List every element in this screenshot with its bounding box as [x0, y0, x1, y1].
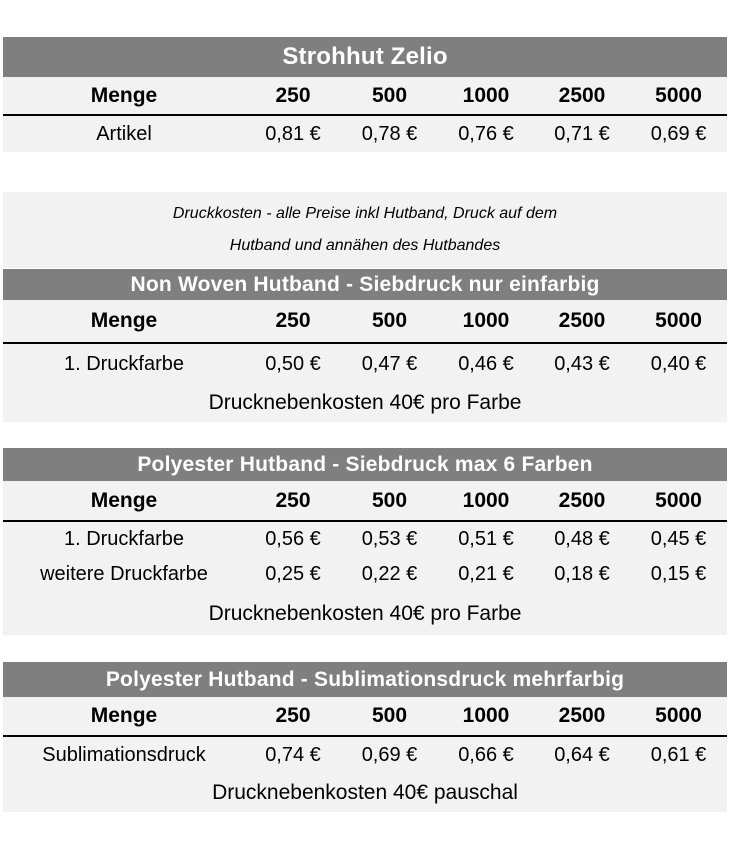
price-cell: 0,45 €: [630, 521, 728, 557]
quantity-header-cell: 250: [245, 77, 341, 116]
quantity-header-cell: 1000: [438, 481, 534, 522]
quantity-label-cell: Menge: [3, 77, 245, 116]
quantity-header-cell: 250: [245, 481, 341, 522]
row-label-cell: Sublimationsdruck: [3, 736, 245, 774]
table-row: weitere Druckfarbe 0,25 € 0,22 € 0,21 € …: [3, 557, 728, 592]
price-cell: 0,71 €: [534, 115, 630, 152]
price-cell: 0,81 €: [245, 115, 341, 152]
table-title: Strohhut Zelio: [3, 37, 728, 77]
quantity-header-cell: 5000: [630, 300, 728, 344]
quantity-header-cell: 5000: [630, 77, 728, 116]
quantity-header-cell: 2500: [534, 481, 630, 522]
price-cell: 0,21 €: [438, 557, 534, 592]
price-cell: 0,48 €: [534, 521, 630, 557]
table-strohhut-zelio: Strohhut Zelio Menge 250 500 1000 2500 5…: [3, 37, 728, 152]
quantity-header-cell: 250: [245, 300, 341, 344]
quantity-header-cell: 2500: [534, 300, 630, 344]
price-cell: 0,50 €: [245, 343, 341, 384]
table-row: Artikel 0,81 € 0,78 € 0,76 € 0,71 € 0,69…: [3, 115, 728, 152]
quantity-label-cell: Menge: [3, 300, 245, 344]
quantity-header-cell: 5000: [630, 481, 728, 522]
quantity-header-cell: 1000: [438, 697, 534, 737]
table-row: 1. Druckfarbe 0,56 € 0,53 € 0,51 € 0,48 …: [3, 521, 728, 557]
table-polyester-sublimationsdruck: Polyester Hutband - Sublimationsdruck me…: [3, 662, 728, 812]
price-cell: 0,46 €: [438, 343, 534, 384]
price-cell: 0,76 €: [438, 115, 534, 152]
quantity-label-cell: Menge: [3, 697, 245, 737]
quantity-header-cell: 500: [341, 481, 438, 522]
table-polyester-siebdruck: Polyester Hutband - Siebdruck max 6 Farb…: [3, 448, 728, 635]
price-cell: 0,53 €: [341, 521, 438, 557]
note-line-2: Hutband und annähen des Hutbandes: [229, 236, 501, 254]
price-cell: 0,78 €: [341, 115, 438, 152]
row-label-cell: 1. Druckfarbe: [3, 343, 245, 384]
row-label-cell: 1. Druckfarbe: [3, 521, 245, 557]
print-cost-note: Druckkosten - alle Preise inkl Hutband, …: [3, 192, 727, 268]
price-cell: 0,43 €: [534, 343, 630, 384]
row-label-cell: weitere Druckfarbe: [3, 557, 245, 592]
table-title: Non Woven Hutband - Siebdruck nur einfar…: [3, 269, 728, 300]
price-cell: 0,25 €: [245, 557, 341, 592]
note-line-1: Druckkosten - alle Preise inkl Hutband, …: [172, 205, 558, 223]
table-non-woven-hutband: Non Woven Hutband - Siebdruck nur einfar…: [3, 269, 728, 422]
quantity-header-cell: 2500: [534, 697, 630, 737]
price-cell: 0,69 €: [341, 736, 438, 774]
quantity-header-cell: 250: [245, 697, 341, 737]
row-label-cell: Artikel: [3, 115, 245, 152]
price-cell: 0,56 €: [245, 521, 341, 557]
price-cell: 0,64 €: [534, 736, 630, 774]
table-row: 1. Druckfarbe 0,50 € 0,47 € 0,46 € 0,43 …: [3, 343, 728, 384]
price-cell: 0,51 €: [438, 521, 534, 557]
quantity-header-cell: 500: [341, 300, 438, 344]
table-row: Sublimationsdruck 0,74 € 0,69 € 0,66 € 0…: [3, 736, 728, 774]
table-title: Polyester Hutband - Siebdruck max 6 Farb…: [3, 448, 728, 481]
price-cell: 0,22 €: [341, 557, 438, 592]
quantity-header-cell: 500: [341, 697, 438, 737]
price-cell: 0,66 €: [438, 736, 534, 774]
surcharge-note: Drucknebenkosten 40€ pro Farbe: [3, 592, 728, 635]
price-cell: 0,47 €: [341, 343, 438, 384]
price-cell: 0,69 €: [630, 115, 728, 152]
quantity-header-cell: 2500: [534, 77, 630, 116]
price-cell: 0,61 €: [630, 736, 728, 774]
price-cell: 0,74 €: [245, 736, 341, 774]
quantity-header-cell: 5000: [630, 697, 728, 737]
price-cell: 0,40 €: [630, 343, 728, 384]
quantity-label-cell: Menge: [3, 481, 245, 522]
price-cell: 0,15 €: [630, 557, 728, 592]
quantity-header-cell: 1000: [438, 300, 534, 344]
surcharge-note: Drucknebenkosten 40€ pauschal: [3, 774, 728, 812]
price-cell: 0,18 €: [534, 557, 630, 592]
table-title: Polyester Hutband - Sublimationsdruck me…: [3, 662, 728, 697]
quantity-header-cell: 500: [341, 77, 438, 116]
quantity-header-cell: 1000: [438, 77, 534, 116]
surcharge-note: Drucknebenkosten 40€ pro Farbe: [3, 384, 728, 422]
